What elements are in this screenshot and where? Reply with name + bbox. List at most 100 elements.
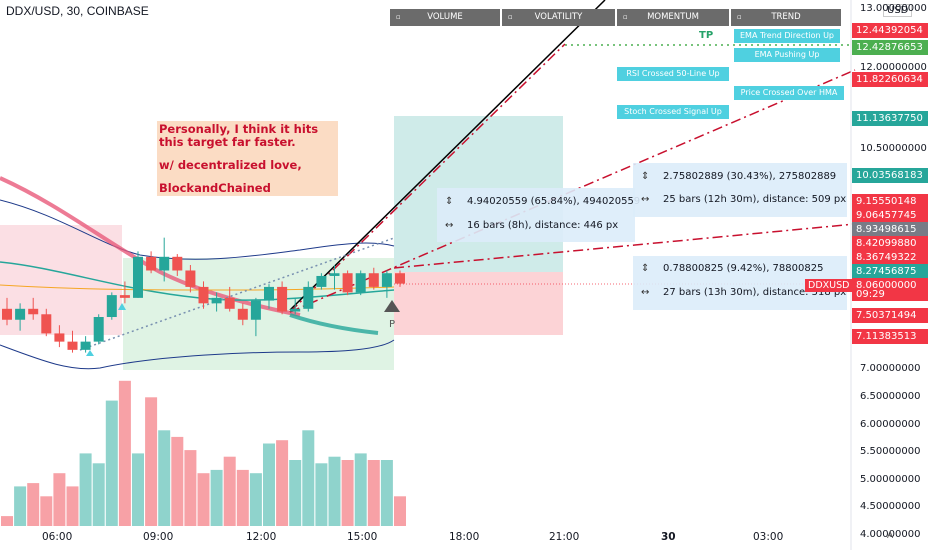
candle-body <box>211 297 222 304</box>
annotation-note[interactable]: Personally, I think it hits this target … <box>157 121 338 196</box>
trend-line-black <box>289 0 606 311</box>
measure-box-1[interactable]: ⇕ 4.94020559 (65.84%), 494020559 ↔ 16 bars… <box>437 188 640 242</box>
volume-bar <box>341 460 354 526</box>
candle-body <box>237 308 248 320</box>
volume-bar <box>1 516 13 526</box>
price-tick: 5.00000000 <box>860 474 921 485</box>
time-tick: 03:00 <box>753 531 784 543</box>
indicator-tabs: ▫ VOLUME ▫ VOLATILITY ▫ MOMENTUM ▫ TREND <box>390 9 843 26</box>
candle-body <box>395 273 405 284</box>
buy-marker <box>86 350 94 356</box>
candle-body <box>277 286 288 312</box>
trend-line-red-2 <box>289 43 566 313</box>
volume-bar <box>315 463 328 526</box>
volume-bar <box>92 463 105 526</box>
volume-bar <box>263 443 275 526</box>
candle-body <box>93 317 104 342</box>
volume-bar <box>171 436 184 526</box>
volume-bar <box>289 460 302 526</box>
price-label: 8.27456875 <box>852 264 928 279</box>
price-label: 11.82260634 <box>852 72 928 87</box>
note-line-2: w/ decentralized love, <box>159 158 302 172</box>
candle-body <box>41 314 52 334</box>
candle-body <box>80 341 91 350</box>
tab-momentum[interactable]: ▫ MOMENTUM <box>617 9 729 26</box>
volume-bar <box>380 460 393 526</box>
candle-body <box>159 256 170 271</box>
time-tick: 15:00 <box>347 531 378 543</box>
currency-button[interactable]: USD <box>883 4 913 17</box>
candle-body <box>15 308 26 320</box>
volume-bar <box>14 486 27 526</box>
p-marker <box>384 300 400 312</box>
time-tick: 09:00 <box>143 531 174 543</box>
tab-momentum-label: MOMENTUM <box>647 12 699 22</box>
upper-band <box>0 199 395 260</box>
tab-volume-label: VOLUME <box>427 12 463 22</box>
trend-line-red-3 <box>393 223 856 269</box>
signal-stoch: Stoch Crossed Signal Up <box>617 105 729 119</box>
price-label: 12.44392054 <box>852 23 928 38</box>
price-label: 9.15550148 <box>852 194 928 209</box>
signal-ema-push: EMA Pushing Up <box>734 48 840 62</box>
candle-body <box>342 273 353 293</box>
volume-bar <box>236 469 249 526</box>
measure-3-bars: 27 bars (13h 30m), distance: 518 px <box>663 287 847 298</box>
price-tick: 6.50000000 <box>860 391 921 402</box>
tab-trend-label: TREND <box>771 12 801 22</box>
tab-trend[interactable]: ▫ TREND <box>731 9 841 26</box>
tp-label: TP <box>699 30 714 41</box>
volume-bar <box>354 453 367 526</box>
candle-body <box>67 341 78 350</box>
volume-bar <box>328 456 341 526</box>
note-line-3: BlockandChained <box>159 181 271 195</box>
price-tick: 10.50000000 <box>860 143 927 154</box>
candle-body <box>250 300 261 320</box>
price-label: 7.50371494 <box>852 308 928 323</box>
measure-2-bars: 25 bars (12h 30m), distance: 509 px <box>663 194 847 205</box>
candle-body <box>264 286 274 301</box>
candle-body <box>54 333 65 342</box>
time-tick: 06:00 <box>42 531 73 543</box>
candle-body <box>316 275 327 287</box>
candle-body <box>106 295 117 318</box>
stop-zone <box>394 272 563 335</box>
measure-1-value: 4.94020559 (65.84%), 494020559 <box>467 196 641 207</box>
measure-box-3[interactable]: ⇕ 0.78800825 (9.42%), 78800825 ↔ 27 bars (… <box>633 256 847 310</box>
volume-bar <box>66 486 79 526</box>
auto-scale-button[interactable]: A <box>887 531 894 541</box>
tab-volume[interactable]: ▫ VOLUME <box>390 9 500 26</box>
volume-bar <box>249 473 262 526</box>
buy-marker <box>118 303 126 310</box>
volume-bar <box>276 440 289 526</box>
price-label: 10.03568183 <box>852 168 928 183</box>
candle-body <box>172 256 183 271</box>
signal-rsi: RSI Crossed 50-Line Up <box>617 67 729 81</box>
tab-volatility[interactable]: ▫ VOLATILITY <box>502 9 615 26</box>
volume-bar <box>145 397 158 526</box>
candle-body <box>198 286 209 304</box>
volume-bar <box>132 453 144 526</box>
time-range-icon: ↔ <box>445 220 454 231</box>
measure-box-2[interactable]: ⇕ 2.75802889 (30.43%), 275802889 ↔ 25 bars… <box>633 163 847 217</box>
price-range-icon: ⇕ <box>641 263 650 274</box>
candle-body <box>28 308 39 315</box>
p-label: P <box>389 319 396 330</box>
volume-bar <box>105 400 118 526</box>
price-label: 8.42099880 <box>852 236 928 251</box>
volume-bar <box>210 469 223 526</box>
time-range-icon: ↔ <box>641 287 650 298</box>
measure-2-value: 2.75802889 (30.43%), 275802889 <box>663 171 837 182</box>
time-tick: 21:00 <box>549 531 580 543</box>
measure-1-bars: 16 bars (8h), distance: 446 px <box>467 220 619 231</box>
volume-bar <box>367 460 380 526</box>
time-tick: 12:00 <box>246 531 277 543</box>
signal-ema-trend: EMA Trend Direction Up <box>734 29 840 43</box>
volume-bar <box>40 496 53 526</box>
price-label: 9.06457745 <box>852 208 928 223</box>
volume-bar <box>158 430 171 526</box>
price-tick: 4.50000000 <box>860 501 921 512</box>
candle-body <box>368 273 379 287</box>
candle-body <box>185 270 196 287</box>
